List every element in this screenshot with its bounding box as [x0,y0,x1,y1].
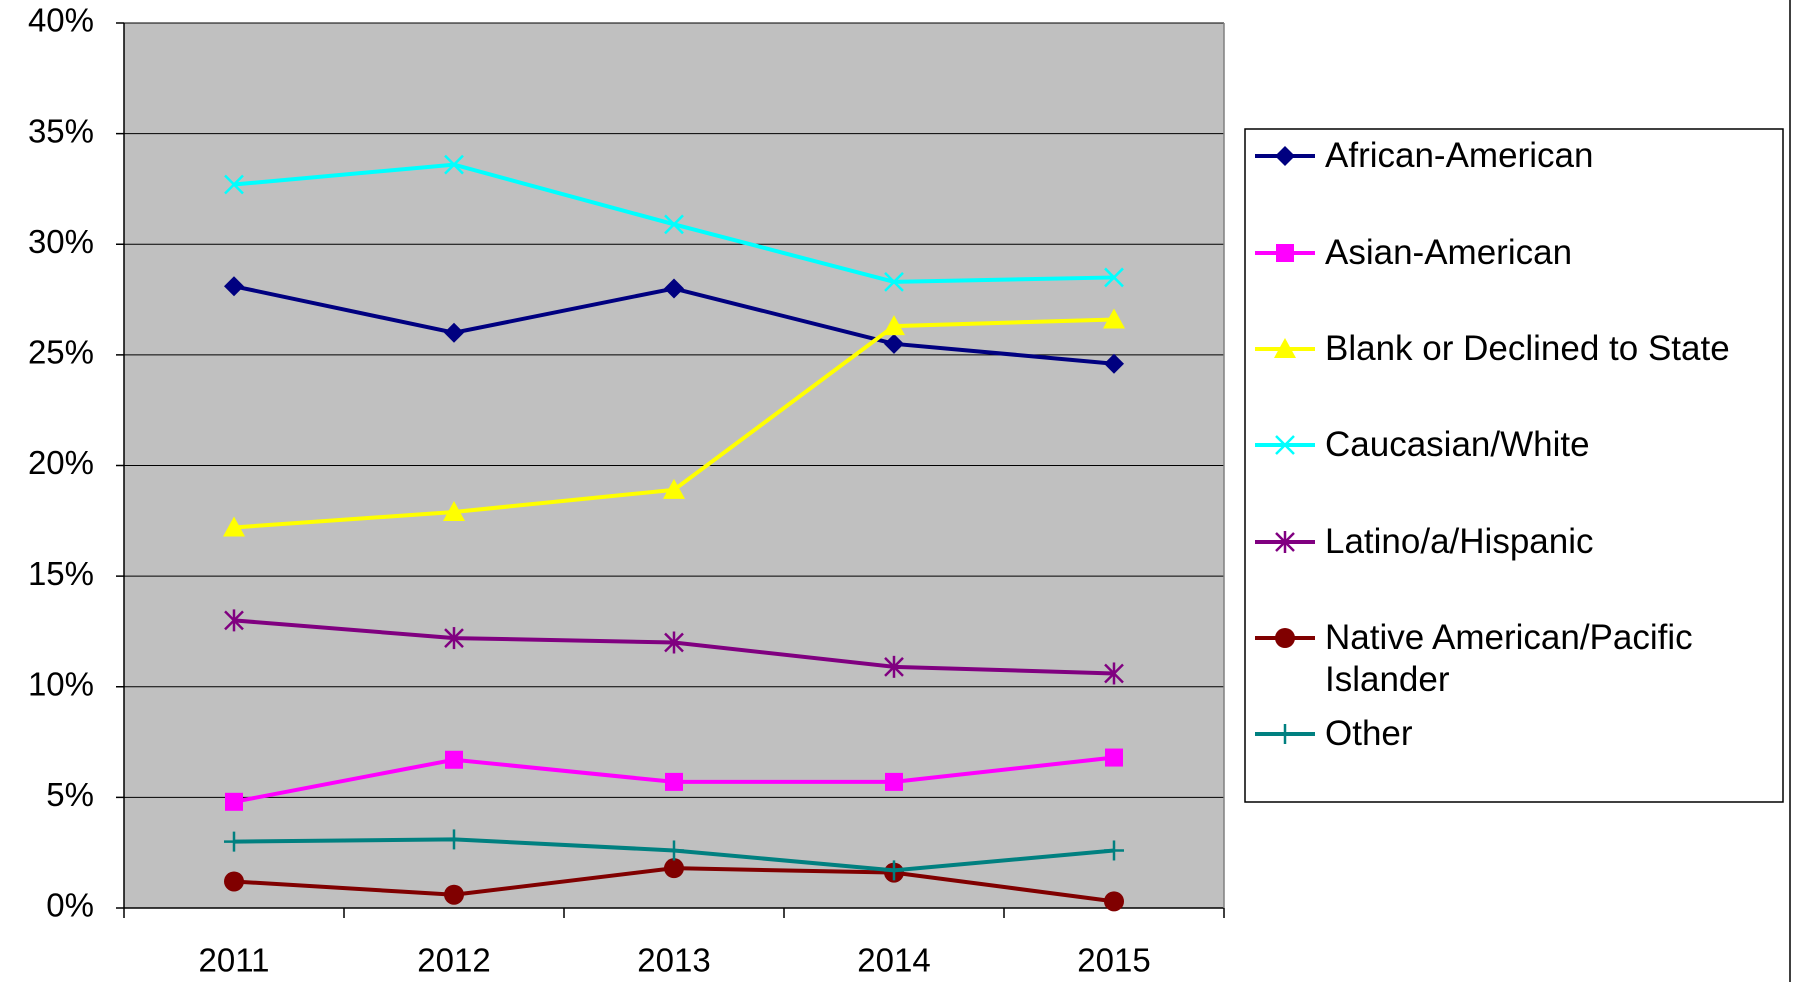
marker-shape [1105,748,1123,767]
marker [1275,435,1295,455]
marker-stroke [1104,267,1124,288]
marker [1275,146,1295,166]
marker [1105,748,1123,767]
marker [444,154,464,175]
y-tick-label: 35% [28,112,94,149]
marker-shape [664,858,684,879]
marker [665,772,683,791]
marker [444,322,464,343]
marker-shape [223,516,245,537]
marker [444,627,464,650]
marker-shape [883,315,905,336]
marker [224,871,244,892]
y-tick-label: 10% [28,665,94,702]
marker [1103,308,1125,329]
x-tick-label: 2015 [1077,942,1150,979]
marker [884,655,904,678]
marker-shape [444,884,464,905]
marker [1275,531,1295,553]
marker [1275,628,1295,648]
y-tick-label: 40% [28,2,94,39]
legend-label: Blank or Declined to State [1325,329,1730,368]
marker [664,631,684,654]
marker [884,333,904,354]
legend-label: Caucasian/White [1325,425,1590,464]
marker-shape [884,333,904,354]
marker [1275,724,1295,744]
marker [223,516,245,537]
marker-stroke [224,174,244,195]
marker-shape [664,278,684,299]
legend-label: Native American/Pacific Islander [1325,618,1693,699]
marker [884,271,904,292]
legend-label: Asian-American [1325,233,1573,272]
x-tick-label: 2012 [417,942,490,979]
marker-stroke [664,214,684,235]
y-tick-label: 25% [28,334,94,371]
marker [1276,244,1294,262]
marker [443,500,465,521]
y-tick-label: 15% [28,555,94,592]
marker [225,792,243,811]
y-tick-label: 5% [46,776,94,813]
marker [444,884,464,905]
y-tick-label: 20% [28,444,94,481]
marker [883,315,905,336]
marker-stroke [1275,435,1295,455]
marker [224,831,244,852]
marker [444,829,464,850]
x-tick-label: 2011 [199,942,270,979]
marker [1104,267,1124,288]
marker [445,750,463,769]
marker [664,840,684,861]
marker-shape [224,871,244,892]
marker [884,860,904,881]
marker [664,214,684,235]
marker-shape [1274,338,1296,358]
marker-stroke [884,271,904,292]
y-tick-label: 0% [46,887,94,924]
legend-label: Latino/a/Hispanic [1325,522,1594,561]
marker [1274,338,1296,358]
marker [224,609,244,632]
marker-shape [1275,146,1295,166]
marker-shape [885,772,903,791]
marker-shape [665,772,683,791]
marker-shape [1276,244,1294,262]
marker [1104,662,1124,685]
marker-shape [444,322,464,343]
marker-shape [1275,628,1295,648]
x-tick-label: 2014 [857,942,930,979]
marker [1104,840,1124,861]
marker [664,858,684,879]
marker-shape [663,478,685,499]
marker [885,772,903,791]
marker [1104,891,1124,912]
legend-label: Other [1325,714,1413,753]
legend-box [1244,128,1784,803]
x-tick-label: 2013 [637,942,710,979]
marker-shape [224,276,244,297]
marker-shape [1103,308,1125,329]
legend-label: African-American [1325,136,1594,175]
marker-stroke [444,154,464,175]
marker-shape [443,500,465,521]
marker [224,276,244,297]
marker-shape [1104,891,1124,912]
marker [664,278,684,299]
marker [224,174,244,195]
y-tick-label: 30% [28,223,94,260]
marker [663,478,685,499]
marker-shape [445,750,463,769]
marker-shape [1104,353,1124,374]
marker-shape [225,792,243,811]
marker [1104,353,1124,374]
